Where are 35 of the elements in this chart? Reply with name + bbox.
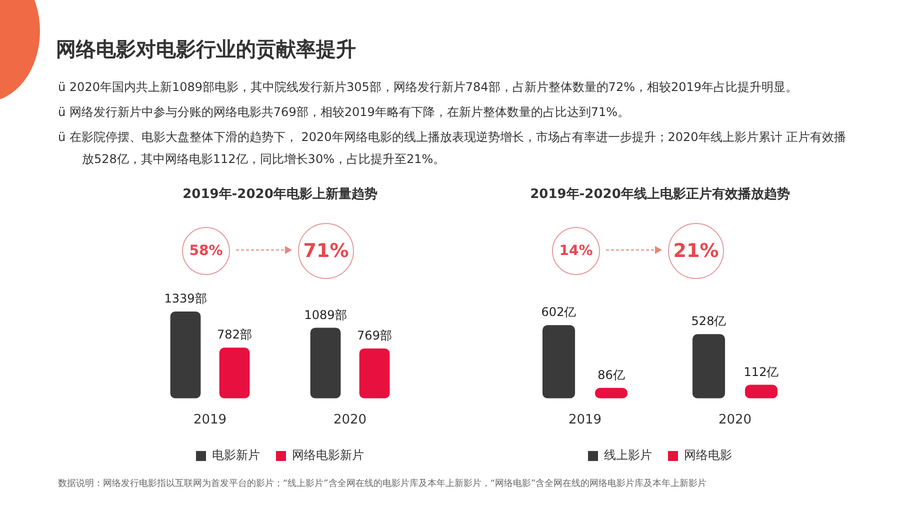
legend-label: 线上影片: [604, 448, 652, 462]
data-label: 112亿: [744, 364, 779, 379]
data-label: 86亿: [598, 368, 625, 382]
text: 58%: [182, 227, 230, 275]
chart-title: 2019年-2020年线上电影正片有效播放趋势: [529, 186, 791, 203]
bar: [744, 384, 778, 398]
bar: [170, 311, 201, 398]
bar: [542, 325, 576, 398]
data-label: 528亿: [691, 314, 726, 328]
text: 网络电影对电影行业的贡献率提升: [56, 36, 356, 63]
chart-title: 2019年-2020年电影上新量趋势: [182, 186, 378, 203]
legend-label: 电影新片: [212, 448, 260, 462]
x-tick-label: 2019: [193, 412, 227, 428]
text: 14%: [552, 227, 600, 275]
text: 21%: [668, 223, 724, 279]
text: 数据说明：网络发行电影指以互联网为首发平台的影片；“线上影片”含全网在线的电影片库及本年上新影片，“网络电影”含全网在线的网络电影片库及本年上新影片: [58, 478, 708, 491]
text: ü 网络发行新片中参与分账的网络电影共769部，相较2019年略有下降，在新片整体数量的占比达到71%。: [58, 104, 631, 121]
bar: [219, 348, 250, 398]
x-tick-label: 2019: [568, 412, 602, 428]
data-label: 769部: [357, 328, 392, 343]
bar: [594, 388, 628, 398]
x-tick-label: 2020: [718, 412, 752, 428]
data-label: 782部: [217, 328, 252, 342]
x-tick-label: 2020: [333, 412, 367, 428]
data-label: 1089部: [304, 308, 347, 322]
legend-label: 网络电影新片: [292, 448, 364, 462]
text: ü 在影院停摆、电影大盘整体下滑的趋势下， 2020年网络电影的线上播放表现逆势增长，市场占有率进一步提升；2020年线上影片累计 正片有效播放528亿，其中网络电影112亿，同比增长30%，占比提升至21%。: [58, 129, 848, 168]
bar: [692, 334, 726, 398]
data-label: 602亿: [541, 305, 576, 320]
legend-label: 网络电影: [684, 448, 732, 462]
bar: [359, 348, 390, 398]
text: ü 2020年国内共上新1089部电影，其中院线发行新片305部，网络发行新片784部，占新片整体数量的72%，相较2019年占比提升明显。: [58, 79, 799, 96]
text: 71%: [298, 223, 354, 279]
bar: [310, 328, 341, 398]
data-label: 1339部: [164, 292, 207, 306]
